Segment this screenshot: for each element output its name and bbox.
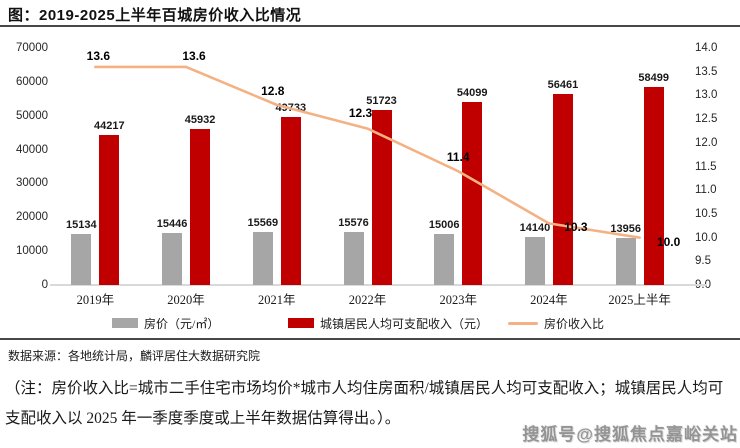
right-axis-tick: 10.5 bbox=[695, 207, 718, 220]
left-axis-tick: 50000 bbox=[16, 109, 48, 122]
data-source-text: 数据来源：各地统计局，麟评居住大数据研究院 bbox=[8, 349, 261, 363]
bar-house-price bbox=[252, 232, 273, 285]
bar-house-price bbox=[615, 237, 636, 285]
ratio-value-label: 11.4 bbox=[446, 150, 470, 165]
ratio-value-label: 10.3 bbox=[564, 220, 588, 235]
red-swatch-icon bbox=[288, 318, 314, 328]
orange-line-swatch-icon bbox=[508, 321, 538, 325]
bar-value-label: 13956 bbox=[610, 222, 641, 235]
bar-value-label: 15569 bbox=[247, 217, 279, 230]
bar-value-label: 15134 bbox=[66, 218, 97, 231]
x-axis-label: 2024年 bbox=[530, 293, 568, 307]
bar-house-price bbox=[162, 232, 183, 285]
bar-value-label: 15576 bbox=[338, 217, 369, 230]
right-axis-tick: 13.0 bbox=[695, 89, 718, 102]
gray-swatch-icon bbox=[112, 318, 138, 328]
left-axis-tick: 10000 bbox=[16, 245, 48, 258]
bar-value-label: 15446 bbox=[156, 217, 188, 230]
left-axis-tick: 60000 bbox=[16, 75, 48, 88]
bar-value-label: 44217 bbox=[94, 120, 125, 133]
watermark-text: 搜狐号@搜狐焦点嘉峪关站 bbox=[522, 425, 738, 444]
bar-house-price bbox=[71, 233, 92, 285]
bar-income bbox=[99, 135, 120, 285]
chart-legend: 房价（元/㎡） 城镇居民人均可支配收入（元） 房价收入比 bbox=[0, 314, 740, 332]
right-axis-tick: 14.0 bbox=[695, 42, 718, 54]
bar-value-label: 51723 bbox=[366, 94, 397, 107]
x-axis-label: 2021年 bbox=[258, 293, 296, 307]
legend-divider bbox=[0, 338, 740, 340]
bar-value-label: 54099 bbox=[456, 86, 488, 99]
bar-house-price bbox=[434, 234, 455, 285]
x-axis-line bbox=[50, 284, 706, 286]
right-axis-tick: 11.5 bbox=[695, 160, 717, 173]
ratio-value-label: 13.6 bbox=[86, 48, 111, 63]
x-axis-label: 2025上半年 bbox=[608, 293, 671, 307]
bar-value-label: 56461 bbox=[547, 78, 579, 91]
bar-value-label: 45932 bbox=[184, 114, 216, 127]
x-axis-label: 2022年 bbox=[348, 293, 387, 307]
ratio-value-label: 12.3 bbox=[348, 105, 373, 120]
left-axis-tick: 70000 bbox=[16, 42, 48, 54]
bar-income bbox=[190, 129, 211, 285]
bar-income bbox=[371, 109, 392, 285]
title-divider bbox=[0, 25, 740, 27]
ratio-value-label: 10.0 bbox=[656, 234, 681, 249]
bar-house-price bbox=[524, 237, 545, 285]
ratio-polyline bbox=[94, 65, 641, 239]
x-axis-label: 2023年 bbox=[439, 293, 477, 307]
left-axis-tick: 20000 bbox=[16, 211, 48, 224]
bar-income bbox=[643, 86, 664, 285]
legend-label: 房价（元/㎡） bbox=[144, 316, 220, 331]
bar-value-label: 58499 bbox=[638, 71, 669, 84]
x-axis-label: 2019年 bbox=[76, 293, 115, 307]
ratio-value-label: 13.6 bbox=[182, 48, 206, 63]
legend-item-income: 城镇居民人均可支配收入（元） bbox=[288, 314, 488, 332]
right-axis-tick: 12.0 bbox=[695, 136, 718, 149]
legend-label: 房价收入比 bbox=[544, 316, 605, 331]
legend-item-ratio: 房价收入比 bbox=[508, 314, 604, 332]
right-axis-tick: 13.5 bbox=[695, 65, 718, 78]
right-axis-tick: 12.5 bbox=[695, 113, 718, 126]
right-axis-tick: 11.0 bbox=[695, 184, 717, 197]
left-axis-tick: 40000 bbox=[16, 143, 48, 156]
plot-area: 15134 44217 2019年 15446 45932 2020年 15569 49733… bbox=[50, 48, 685, 307]
right-axis-tick: 10.0 bbox=[695, 231, 718, 244]
page-title: 图：2019-2025上半年百城房价收入比情况 bbox=[8, 7, 302, 24]
bar-income bbox=[462, 101, 483, 285]
legend-label: 城镇居民人均可支配收入（元） bbox=[320, 316, 489, 331]
left-axis-tick: 30000 bbox=[16, 177, 48, 190]
ratio-value-label: 12.8 bbox=[261, 83, 285, 98]
bar-income bbox=[552, 93, 573, 285]
footnote-line-1: （注：房价收入比=城市二手住宅市场均价*城市人均住房面积/城镇居民人均可支配收入… bbox=[5, 380, 724, 397]
bar-house-price bbox=[343, 232, 364, 285]
bar-income bbox=[280, 116, 301, 285]
right-axis-tick: 9.5 bbox=[695, 255, 711, 268]
legend-item-house-price: 房价（元/㎡） bbox=[112, 314, 219, 332]
ratio-line bbox=[94, 65, 641, 239]
bar-value-label: 15006 bbox=[428, 219, 460, 232]
left-axis-tick: 0 bbox=[41, 279, 48, 291]
footnote: （注：房价收入比=城市二手住宅市场均价*城市人均住房面积/城镇居民人均可支配收入… bbox=[5, 374, 739, 434]
footnote-line-2: 支配收入以 2025 年一季度季度或上半年数据估算得出。）。 bbox=[5, 410, 401, 427]
bar-value-label: 14140 bbox=[519, 222, 551, 235]
x-axis-label: 2020年 bbox=[167, 293, 205, 307]
